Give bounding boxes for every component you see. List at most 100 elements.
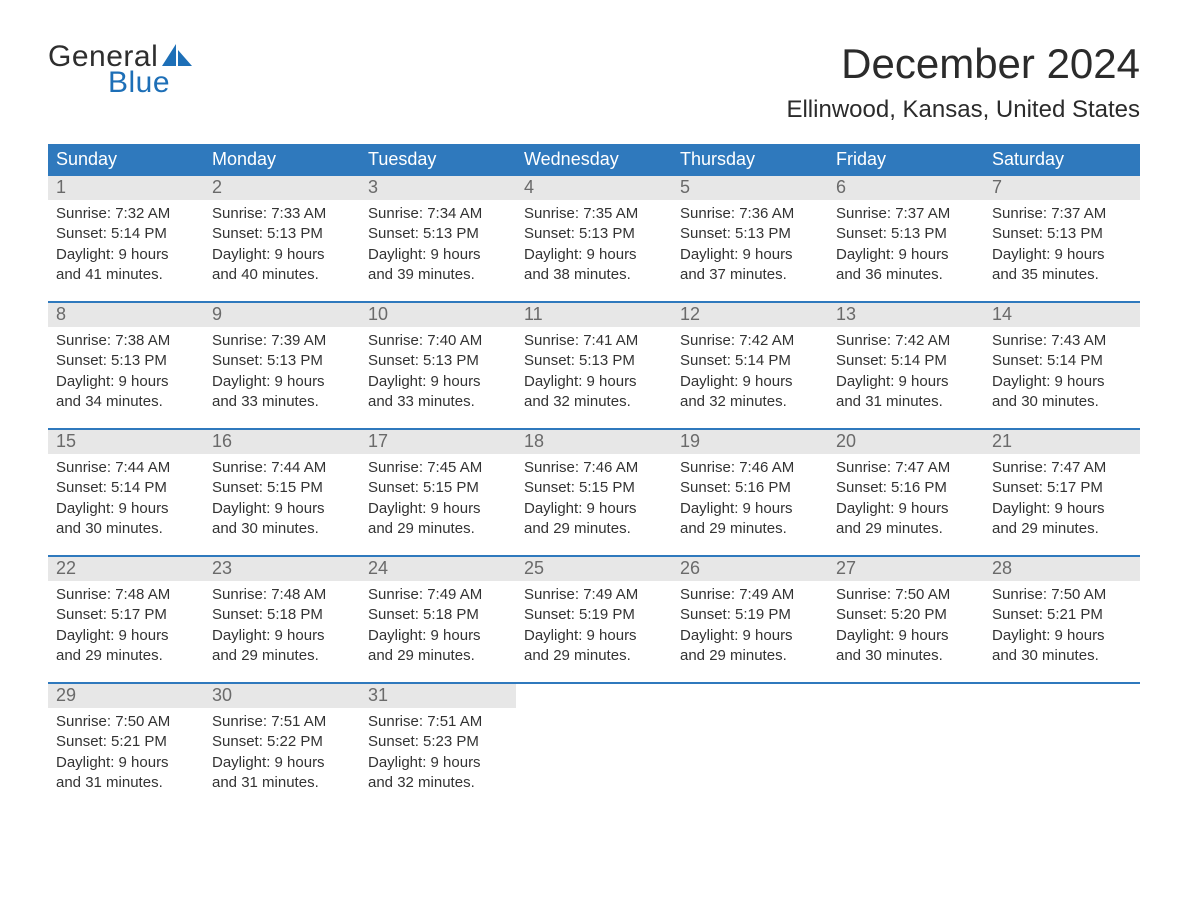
- day-detail-cell: Sunrise: 7:39 AMSunset: 5:13 PMDaylight:…: [204, 327, 360, 412]
- day-detail-cell: [672, 708, 828, 793]
- sunrise-line: Sunrise: 7:42 AM: [680, 331, 820, 351]
- day-number-cell: 31: [360, 684, 516, 708]
- sunset-line: Sunset: 5:13 PM: [56, 351, 196, 371]
- sunrise-line: Sunrise: 7:38 AM: [56, 331, 196, 351]
- day-detail-cell: Sunrise: 7:51 AMSunset: 5:22 PMDaylight:…: [204, 708, 360, 793]
- daylight-line-1: Daylight: 9 hours: [524, 626, 664, 646]
- sunrise-line: Sunrise: 7:45 AM: [368, 458, 508, 478]
- day-number-row: 891011121314: [48, 303, 1140, 327]
- brand-word-blue: Blue: [108, 66, 170, 100]
- daylight-line-2: and 32 minutes.: [524, 392, 664, 412]
- dow-tuesday: Tuesday: [360, 144, 516, 176]
- daylight-line-1: Daylight: 9 hours: [56, 753, 196, 773]
- sunset-line: Sunset: 5:17 PM: [992, 478, 1132, 498]
- daylight-line-2: and 36 minutes.: [836, 265, 976, 285]
- daylight-line-1: Daylight: 9 hours: [56, 626, 196, 646]
- daylight-line-2: and 30 minutes.: [992, 392, 1132, 412]
- calendar-grid: Sunday Monday Tuesday Wednesday Thursday…: [48, 144, 1140, 793]
- sunset-line: Sunset: 5:19 PM: [524, 605, 664, 625]
- daylight-line-1: Daylight: 9 hours: [56, 499, 196, 519]
- sunset-line: Sunset: 5:14 PM: [56, 224, 196, 244]
- daylight-line-2: and 29 minutes.: [368, 646, 508, 666]
- sunrise-line: Sunrise: 7:41 AM: [524, 331, 664, 351]
- daylight-line-1: Daylight: 9 hours: [836, 245, 976, 265]
- day-number-cell: 22: [48, 557, 204, 581]
- day-number-cell: 14: [984, 303, 1140, 327]
- day-number-cell: 26: [672, 557, 828, 581]
- day-number-cell: 9: [204, 303, 360, 327]
- day-detail-row: Sunrise: 7:38 AMSunset: 5:13 PMDaylight:…: [48, 327, 1140, 412]
- sunrise-line: Sunrise: 7:48 AM: [56, 585, 196, 605]
- day-detail-cell: Sunrise: 7:33 AMSunset: 5:13 PMDaylight:…: [204, 200, 360, 285]
- day-number-row: 15161718192021: [48, 430, 1140, 454]
- daylight-line-2: and 34 minutes.: [56, 392, 196, 412]
- day-number-cell: 29: [48, 684, 204, 708]
- day-detail-cell: Sunrise: 7:37 AMSunset: 5:13 PMDaylight:…: [984, 200, 1140, 285]
- sunset-line: Sunset: 5:13 PM: [680, 224, 820, 244]
- daylight-line-2: and 29 minutes.: [680, 646, 820, 666]
- day-of-week-header-row: Sunday Monday Tuesday Wednesday Thursday…: [48, 144, 1140, 176]
- day-detail-cell: [516, 708, 672, 793]
- month-title: December 2024: [786, 40, 1140, 88]
- day-detail-row: Sunrise: 7:48 AMSunset: 5:17 PMDaylight:…: [48, 581, 1140, 666]
- sunrise-line: Sunrise: 7:47 AM: [992, 458, 1132, 478]
- day-detail-cell: [828, 708, 984, 793]
- day-detail-cell: Sunrise: 7:50 AMSunset: 5:20 PMDaylight:…: [828, 581, 984, 666]
- sunrise-line: Sunrise: 7:50 AM: [56, 712, 196, 732]
- day-number-cell: 1: [48, 176, 204, 200]
- day-number-cell: 27: [828, 557, 984, 581]
- day-number-cell: 5: [672, 176, 828, 200]
- sunrise-line: Sunrise: 7:46 AM: [524, 458, 664, 478]
- sunrise-line: Sunrise: 7:49 AM: [680, 585, 820, 605]
- daylight-line-2: and 30 minutes.: [56, 519, 196, 539]
- day-number-cell: [828, 684, 984, 708]
- day-number-cell: 21: [984, 430, 1140, 454]
- daylight-line-1: Daylight: 9 hours: [680, 372, 820, 392]
- daylight-line-1: Daylight: 9 hours: [992, 372, 1132, 392]
- dow-saturday: Saturday: [984, 144, 1140, 176]
- daylight-line-1: Daylight: 9 hours: [992, 626, 1132, 646]
- sunset-line: Sunset: 5:20 PM: [836, 605, 976, 625]
- calendar-week: 22232425262728Sunrise: 7:48 AMSunset: 5:…: [48, 555, 1140, 666]
- sunrise-line: Sunrise: 7:51 AM: [212, 712, 352, 732]
- day-detail-row: Sunrise: 7:44 AMSunset: 5:14 PMDaylight:…: [48, 454, 1140, 539]
- sunrise-line: Sunrise: 7:32 AM: [56, 204, 196, 224]
- sunrise-line: Sunrise: 7:39 AM: [212, 331, 352, 351]
- day-detail-cell: Sunrise: 7:51 AMSunset: 5:23 PMDaylight:…: [360, 708, 516, 793]
- daylight-line-1: Daylight: 9 hours: [680, 626, 820, 646]
- daylight-line-2: and 33 minutes.: [212, 392, 352, 412]
- day-number-cell: 24: [360, 557, 516, 581]
- day-number-cell: 15: [48, 430, 204, 454]
- calendar-week: 15161718192021Sunrise: 7:44 AMSunset: 5:…: [48, 428, 1140, 539]
- sunrise-line: Sunrise: 7:47 AM: [836, 458, 976, 478]
- sunset-line: Sunset: 5:13 PM: [836, 224, 976, 244]
- title-block: December 2024 Ellinwood, Kansas, United …: [786, 40, 1140, 138]
- sunset-line: Sunset: 5:13 PM: [992, 224, 1132, 244]
- day-detail-cell: Sunrise: 7:34 AMSunset: 5:13 PMDaylight:…: [360, 200, 516, 285]
- sunrise-line: Sunrise: 7:36 AM: [680, 204, 820, 224]
- daylight-line-1: Daylight: 9 hours: [368, 499, 508, 519]
- daylight-line-2: and 30 minutes.: [836, 646, 976, 666]
- sunset-line: Sunset: 5:18 PM: [368, 605, 508, 625]
- day-detail-cell: Sunrise: 7:32 AMSunset: 5:14 PMDaylight:…: [48, 200, 204, 285]
- day-number-cell: 13: [828, 303, 984, 327]
- sunrise-line: Sunrise: 7:40 AM: [368, 331, 508, 351]
- sunset-line: Sunset: 5:13 PM: [524, 224, 664, 244]
- daylight-line-2: and 31 minutes.: [836, 392, 976, 412]
- daylight-line-1: Daylight: 9 hours: [56, 372, 196, 392]
- day-detail-cell: Sunrise: 7:46 AMSunset: 5:16 PMDaylight:…: [672, 454, 828, 539]
- day-number-cell: 23: [204, 557, 360, 581]
- day-detail-cell: Sunrise: 7:40 AMSunset: 5:13 PMDaylight:…: [360, 327, 516, 412]
- weeks-container: 1234567Sunrise: 7:32 AMSunset: 5:14 PMDa…: [48, 176, 1140, 793]
- sunrise-line: Sunrise: 7:49 AM: [368, 585, 508, 605]
- day-detail-cell: Sunrise: 7:37 AMSunset: 5:13 PMDaylight:…: [828, 200, 984, 285]
- daylight-line-2: and 41 minutes.: [56, 265, 196, 285]
- daylight-line-1: Daylight: 9 hours: [368, 245, 508, 265]
- day-detail-row: Sunrise: 7:50 AMSunset: 5:21 PMDaylight:…: [48, 708, 1140, 793]
- dow-wednesday: Wednesday: [516, 144, 672, 176]
- brand-logo: General Blue: [48, 40, 192, 100]
- sunrise-line: Sunrise: 7:49 AM: [524, 585, 664, 605]
- day-number-cell: 10: [360, 303, 516, 327]
- dow-sunday: Sunday: [48, 144, 204, 176]
- sunset-line: Sunset: 5:13 PM: [368, 224, 508, 244]
